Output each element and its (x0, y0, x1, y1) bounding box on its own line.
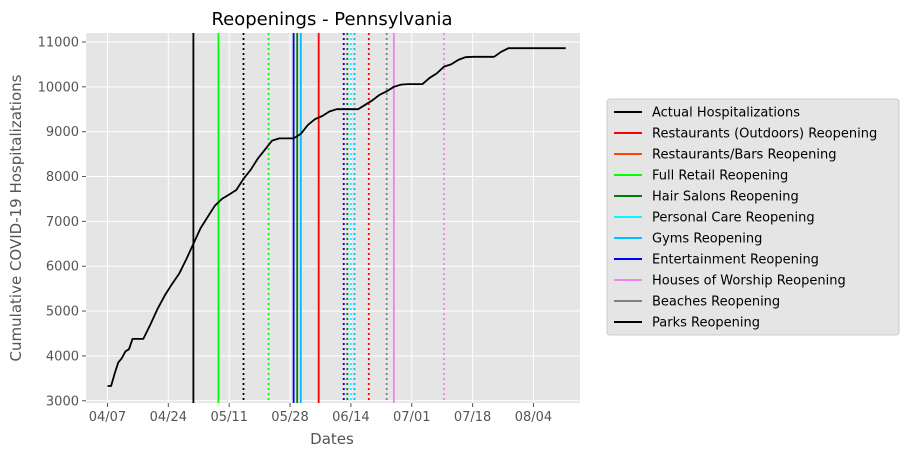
y-tick-label: 11000 (38, 35, 79, 50)
legend-label: Beaches Reopening (652, 295, 780, 310)
legend: Actual Hospitalizations Restaurants (Outd… (606, 98, 900, 336)
plot-area (86, 33, 580, 403)
legend-label: Hair Salons Reopening (652, 190, 799, 205)
legend-label: Restaurants/Bars Reopening (652, 148, 836, 163)
x-tick-label: 08/04 (515, 410, 552, 425)
legend-label: Actual Hospitalizations (652, 106, 800, 121)
legend-label: Full Retail Reopening (652, 169, 788, 184)
x-tick-label: 05/11 (210, 410, 247, 425)
legend-label: Gyms Reopening (652, 232, 762, 247)
x-tick-label: 04/07 (89, 410, 126, 425)
x-tick-label: 07/18 (454, 410, 491, 425)
legend-items: Actual Hospitalizations Restaurants (Outd… (614, 106, 877, 331)
chart-title: Reopenings - Pennsylvania (211, 9, 452, 30)
y-tick-label: 10000 (38, 80, 79, 95)
x-axis-ticks: 04/07 04/24 05/11 05/28 06/14 07/01 07/18 08/04 (89, 403, 552, 425)
x-tick-label: 06/14 (332, 410, 369, 425)
y-axis-ticks: 3000 4000 5000 6000 7000 8000 9000 10000 11000 (38, 35, 86, 409)
y-tick-label: 9000 (46, 125, 79, 140)
y-tick-label: 4000 (46, 349, 79, 364)
reopening-lines (192, 33, 445, 403)
series-line-actual-hospitalizations (107, 47, 566, 387)
y-tick-label: 8000 (46, 170, 79, 185)
x-tick-label: 05/28 (271, 410, 308, 425)
legend-label: Restaurants (Outdoors) Reopening (652, 127, 877, 142)
legend-box (606, 98, 900, 336)
legend-label: Houses of Worship Reopening (652, 274, 846, 289)
x-tick-label: 04/24 (150, 410, 187, 425)
y-tick-label: 7000 (46, 215, 79, 230)
legend-label: Parks Reopening (652, 316, 760, 331)
y-tick-label: 3000 (46, 394, 79, 409)
y-tick-label: 5000 (46, 305, 79, 320)
series-lines (107, 47, 566, 387)
y-tick-label: 6000 (46, 260, 79, 275)
y-axis-label: Cumulative COVID-19 Hospitalizations (7, 74, 25, 361)
legend-label: Personal Care Reopening (652, 211, 815, 226)
x-axis-label: Dates (310, 430, 354, 448)
legend-label: Entertainment Reopening (652, 253, 819, 268)
x-tick-label: 07/01 (393, 410, 430, 425)
